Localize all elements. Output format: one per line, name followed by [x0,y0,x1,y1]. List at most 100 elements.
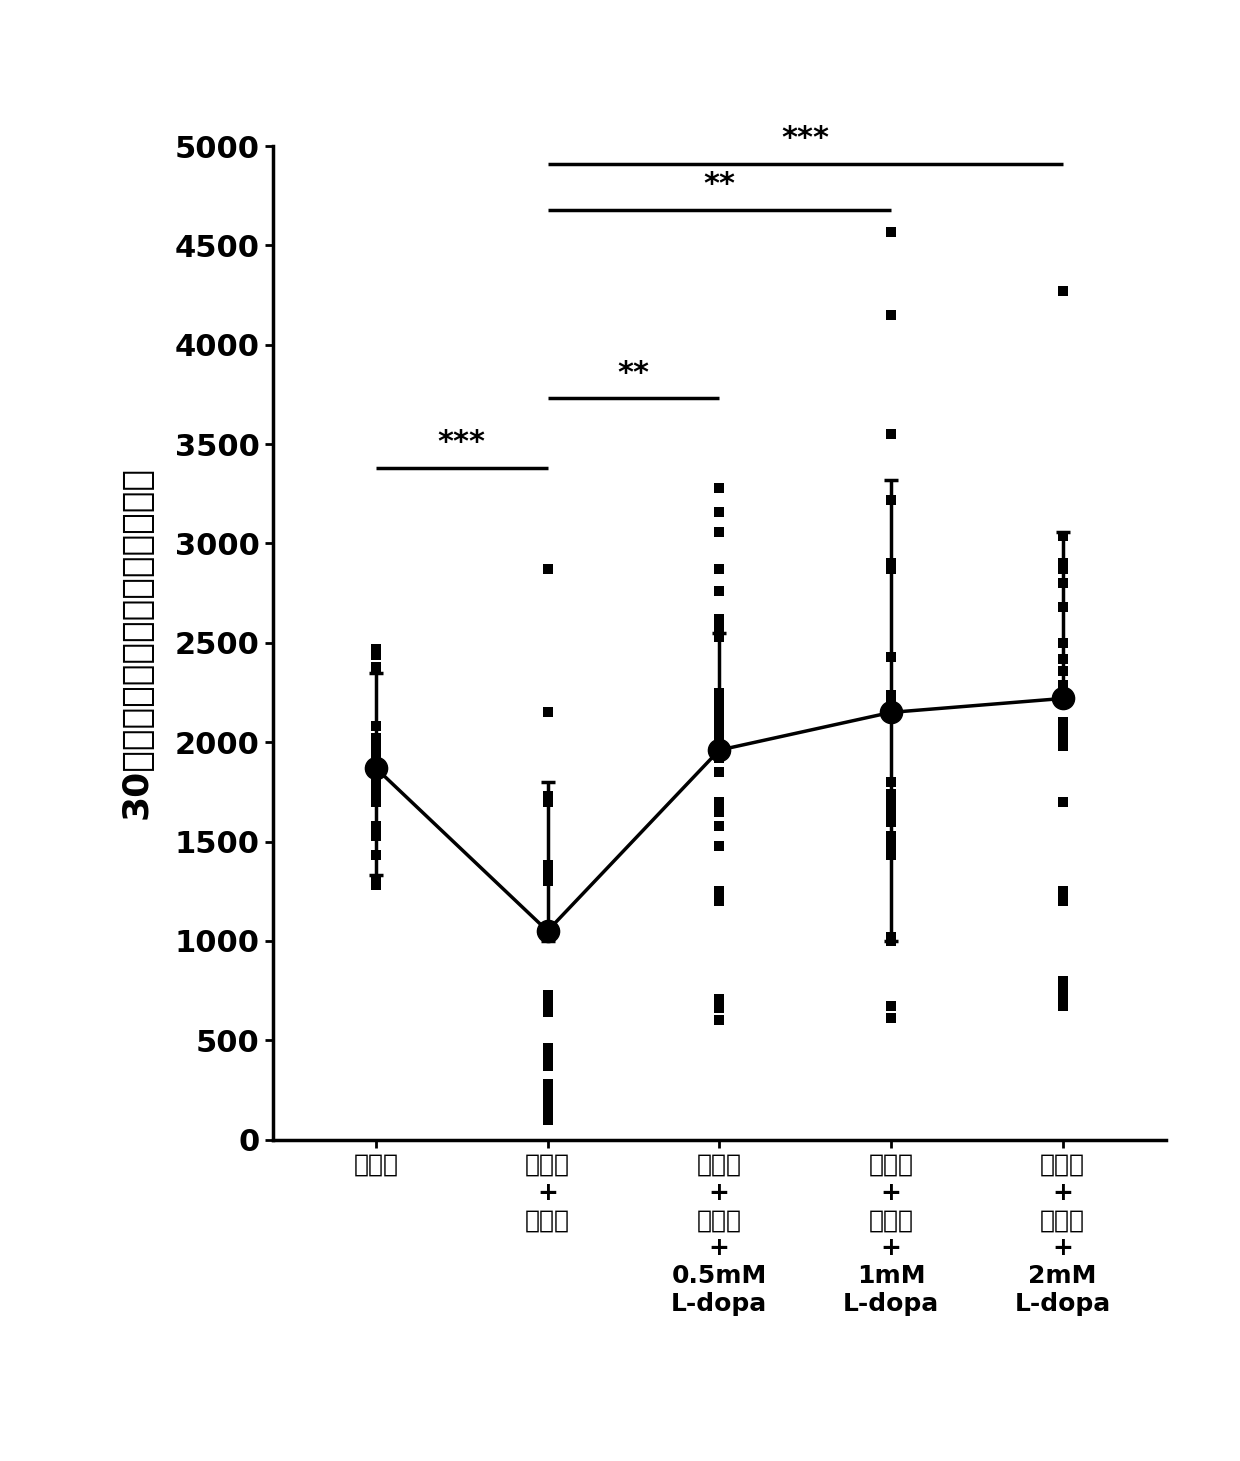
Point [366,643,386,666]
Point [366,774,386,798]
Point [1053,885,1073,909]
Point [1053,691,1073,714]
Point [1053,720,1073,744]
Point [880,688,900,712]
Point [709,747,729,770]
Point [709,500,729,523]
Point [1053,647,1073,671]
Point [538,1036,558,1059]
Point [538,1045,558,1068]
Point [538,1096,558,1119]
Point [709,558,729,581]
Point [709,887,729,910]
Point [366,780,386,804]
Point [366,868,386,891]
Point [1053,674,1073,697]
Point [366,732,386,755]
Point [709,801,729,824]
Point [1053,985,1073,1008]
Point [1053,631,1073,655]
Point [1053,880,1073,903]
Point [880,219,900,243]
Point [1053,552,1073,576]
Point [709,476,729,500]
Point [366,786,386,809]
Point [538,785,558,808]
Point [880,830,900,853]
Point [366,758,386,782]
Y-axis label: 30分钟内游动距离（单位：毫米）: 30分钟内游动距离（单位：毫米） [120,466,154,820]
Point [366,844,386,868]
Point [1053,969,1073,992]
Point [538,790,558,814]
Point [538,862,558,885]
Point [709,625,729,649]
Point [709,681,729,704]
Point [538,1080,558,1103]
Point [1053,279,1073,302]
Point [709,1008,729,1031]
Point [709,996,729,1020]
Point [880,682,900,706]
Point [1053,710,1073,733]
Point [880,798,900,821]
Point [709,880,729,903]
Point [880,552,900,576]
Point [880,802,900,825]
Point [1053,995,1073,1018]
Point [538,1001,558,1024]
Point [880,995,900,1018]
Point [538,983,558,1007]
Point [880,770,900,793]
Point [366,754,386,777]
Point [880,488,900,511]
Text: **: ** [703,169,735,199]
Point [538,858,558,881]
Point [538,1107,558,1131]
Point [709,790,729,814]
Point [366,730,386,754]
Point [709,986,729,1010]
Point [1053,735,1073,758]
Point [1053,596,1073,619]
Point [709,760,729,783]
Point [880,929,900,953]
Point [538,993,558,1017]
Point [880,809,900,833]
Point [709,730,729,754]
Point [366,766,386,789]
Point [709,735,729,758]
Point [709,720,729,744]
Point [709,884,729,907]
Point [880,824,900,847]
Point [366,726,386,749]
Point [1053,790,1073,814]
Point [1053,977,1073,1001]
Point [880,925,900,948]
Point [538,1088,558,1112]
Point [880,831,900,855]
Point [880,558,900,581]
Point [538,1050,558,1074]
Point [709,736,729,760]
Point [880,1007,900,1030]
Point [1053,524,1073,548]
Point [538,558,558,581]
Point [880,704,900,728]
Point [538,869,558,893]
Point [366,814,386,837]
Point [709,834,729,858]
Point [366,655,386,678]
Point [1053,729,1073,752]
Point [366,714,386,738]
Point [366,874,386,897]
Point [366,824,386,847]
Text: **: ** [618,358,650,387]
Point [538,1102,558,1125]
Text: ***: *** [438,428,486,457]
Point [538,701,558,725]
Point [538,853,558,877]
Point [538,1072,558,1096]
Point [1053,884,1073,907]
Point [880,422,900,446]
